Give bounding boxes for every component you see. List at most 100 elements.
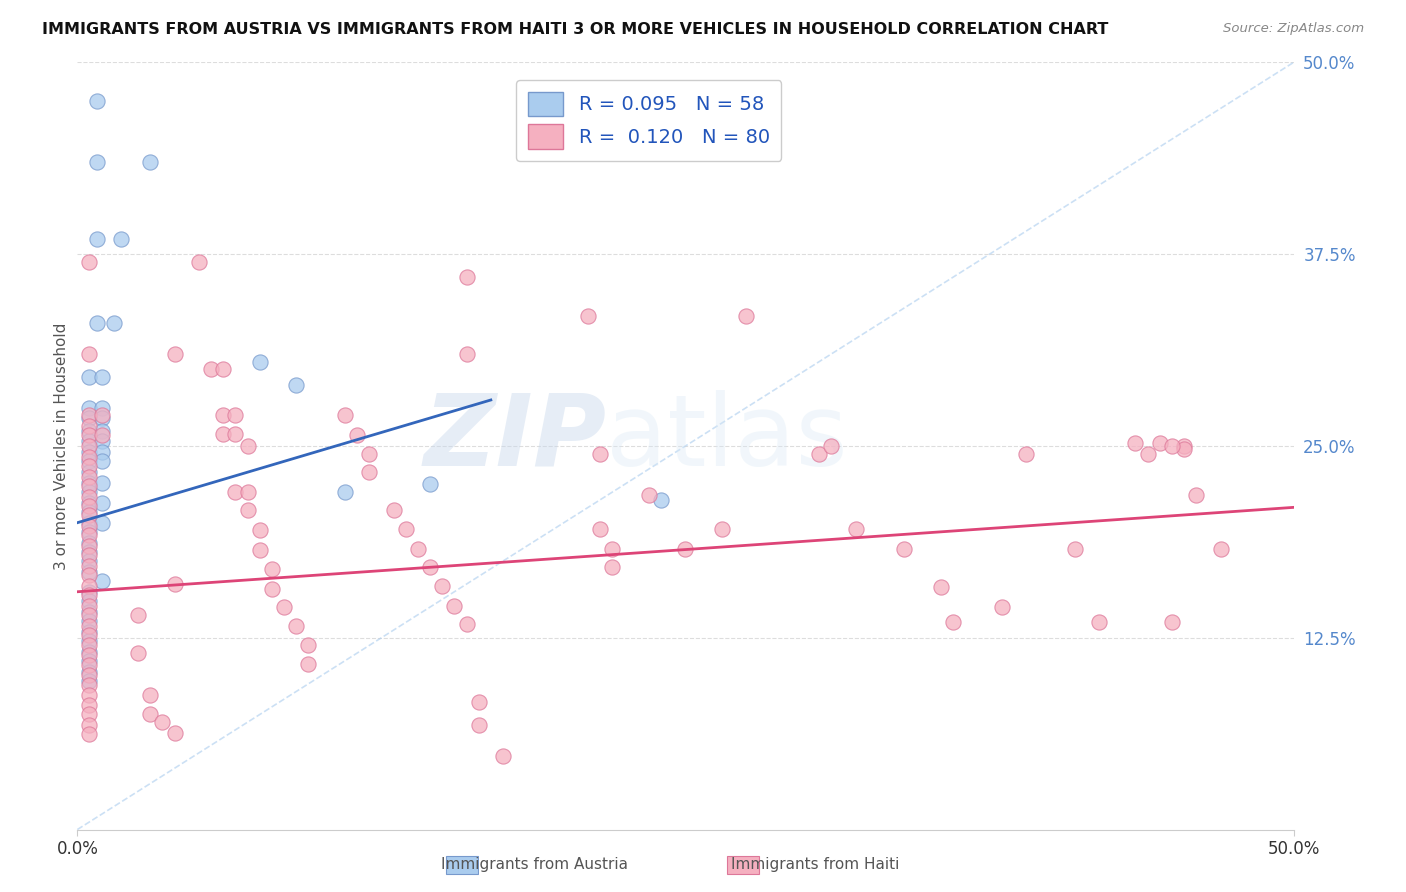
Point — [260, 582, 283, 596]
Point — [419, 477, 441, 491]
Point — [90, 516, 112, 530]
Point — [103, 316, 125, 330]
Point — [893, 541, 915, 556]
Point — [212, 409, 235, 423]
Point — [86, 94, 108, 108]
Point — [127, 646, 149, 660]
Point — [86, 232, 108, 246]
Point — [638, 488, 661, 502]
Point — [1161, 615, 1184, 630]
Point — [90, 496, 112, 510]
Point — [467, 718, 489, 732]
Point — [79, 419, 101, 434]
Point — [90, 424, 112, 438]
Point — [127, 607, 149, 622]
Point — [79, 628, 101, 642]
Point — [710, 522, 733, 536]
Point — [79, 539, 101, 553]
Point — [79, 499, 101, 513]
Point — [79, 584, 101, 599]
Point — [589, 447, 612, 461]
Point — [456, 270, 478, 285]
Point — [79, 424, 101, 438]
Point — [90, 428, 112, 442]
Point — [79, 528, 101, 542]
Point — [79, 518, 101, 533]
Point — [79, 458, 101, 473]
Point — [650, 492, 672, 507]
Point — [79, 434, 101, 449]
Point — [79, 688, 101, 702]
Point — [139, 688, 162, 702]
Point — [79, 524, 101, 539]
Point — [79, 667, 101, 681]
Point — [79, 618, 101, 632]
Point — [79, 347, 101, 361]
Point — [1173, 442, 1195, 456]
Point — [735, 309, 758, 323]
Point — [139, 155, 162, 169]
Point — [1136, 447, 1159, 461]
Point — [79, 658, 101, 673]
Point — [297, 657, 319, 671]
Point — [406, 541, 429, 556]
Point — [79, 428, 101, 442]
Point — [820, 439, 842, 453]
Point — [212, 426, 235, 441]
Point — [90, 401, 112, 415]
Point — [273, 600, 295, 615]
Point — [79, 411, 101, 425]
Point — [845, 522, 868, 536]
Point — [79, 445, 101, 459]
Point — [576, 309, 599, 323]
Point — [79, 567, 101, 582]
Point — [163, 347, 186, 361]
Point — [79, 588, 101, 602]
Point — [224, 409, 246, 423]
Point — [589, 522, 612, 536]
Point — [139, 707, 162, 722]
Point — [79, 454, 101, 468]
Point — [79, 665, 101, 679]
Text: IMMIGRANTS FROM AUSTRIA VS IMMIGRANTS FROM HAITI 3 OR MORE VEHICLES IN HOUSEHOLD: IMMIGRANTS FROM AUSTRIA VS IMMIGRANTS FR… — [42, 22, 1108, 37]
Point — [285, 618, 308, 632]
Point — [79, 439, 101, 453]
Point — [285, 377, 308, 392]
Point — [79, 545, 101, 559]
Point — [86, 316, 108, 330]
Point — [224, 426, 246, 441]
Point — [86, 155, 108, 169]
Point — [1125, 436, 1147, 450]
Point — [1063, 541, 1085, 556]
Point — [602, 560, 624, 574]
Point — [79, 624, 101, 639]
Point — [79, 678, 101, 692]
Point — [79, 479, 101, 493]
Point — [79, 654, 101, 668]
Point — [260, 562, 283, 576]
Point — [419, 560, 441, 574]
Point — [163, 726, 186, 740]
Point — [79, 548, 101, 562]
Point — [79, 605, 101, 619]
Point — [492, 748, 515, 763]
Point — [79, 535, 101, 549]
Point — [79, 255, 101, 269]
Point — [675, 541, 697, 556]
Point — [110, 232, 132, 246]
Point — [79, 648, 101, 662]
Point — [79, 516, 101, 530]
Text: ZIP: ZIP — [423, 390, 606, 487]
Point — [990, 600, 1012, 615]
Point — [456, 617, 478, 632]
FancyBboxPatch shape — [727, 856, 759, 874]
Point — [90, 434, 112, 449]
Point — [1088, 615, 1111, 630]
Point — [929, 580, 952, 594]
Point — [79, 558, 101, 573]
Point — [79, 599, 101, 613]
Point — [79, 496, 101, 510]
Point — [79, 490, 101, 504]
Point — [79, 614, 101, 628]
Point — [79, 469, 101, 483]
